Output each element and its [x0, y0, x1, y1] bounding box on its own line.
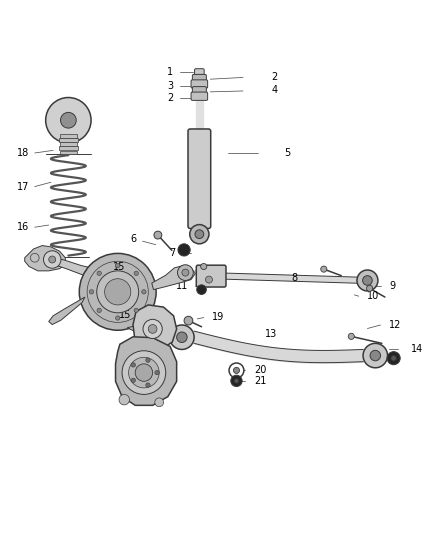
Circle shape — [195, 230, 204, 239]
FancyBboxPatch shape — [191, 92, 208, 100]
Circle shape — [97, 308, 101, 312]
Circle shape — [231, 375, 242, 386]
Circle shape — [142, 289, 146, 294]
Circle shape — [234, 379, 239, 383]
FancyBboxPatch shape — [59, 147, 78, 150]
Text: 6: 6 — [130, 235, 136, 245]
Text: 12: 12 — [389, 320, 402, 330]
Circle shape — [129, 357, 159, 388]
FancyBboxPatch shape — [192, 87, 206, 94]
Text: 17: 17 — [17, 182, 29, 191]
Text: 8: 8 — [182, 265, 188, 275]
Circle shape — [148, 325, 157, 333]
Circle shape — [49, 256, 56, 263]
Circle shape — [184, 316, 193, 325]
Polygon shape — [49, 297, 85, 325]
Circle shape — [182, 269, 189, 276]
Circle shape — [143, 319, 162, 338]
Circle shape — [229, 363, 244, 378]
Polygon shape — [53, 258, 121, 282]
FancyBboxPatch shape — [60, 150, 77, 154]
Circle shape — [370, 350, 381, 361]
Polygon shape — [224, 273, 367, 284]
Text: 7: 7 — [169, 248, 175, 259]
FancyBboxPatch shape — [59, 138, 78, 142]
Polygon shape — [116, 337, 177, 405]
Circle shape — [131, 378, 135, 383]
Text: 4: 4 — [272, 85, 278, 95]
Circle shape — [116, 316, 120, 320]
Circle shape — [363, 343, 388, 368]
FancyBboxPatch shape — [60, 142, 77, 146]
Circle shape — [205, 276, 212, 283]
Circle shape — [201, 263, 207, 270]
FancyBboxPatch shape — [60, 134, 77, 138]
Text: 2: 2 — [272, 71, 278, 82]
Circle shape — [197, 285, 206, 294]
Circle shape — [178, 244, 190, 256]
Text: 15: 15 — [119, 310, 132, 320]
Circle shape — [105, 279, 131, 305]
Circle shape — [116, 263, 120, 268]
Polygon shape — [25, 246, 65, 271]
Text: 19: 19 — [212, 312, 225, 322]
Circle shape — [190, 224, 209, 244]
Circle shape — [233, 367, 240, 374]
Circle shape — [97, 271, 101, 276]
Circle shape — [170, 325, 194, 350]
Text: 9: 9 — [389, 281, 396, 290]
Circle shape — [363, 276, 372, 285]
Text: 10: 10 — [367, 291, 380, 301]
Circle shape — [387, 352, 400, 365]
Circle shape — [146, 383, 150, 387]
Circle shape — [43, 251, 61, 268]
Text: 2: 2 — [167, 93, 173, 102]
Circle shape — [154, 231, 162, 239]
FancyBboxPatch shape — [196, 265, 226, 287]
Circle shape — [46, 98, 91, 143]
Circle shape — [321, 266, 327, 272]
Circle shape — [348, 333, 354, 340]
Text: 21: 21 — [254, 376, 266, 386]
Polygon shape — [152, 265, 195, 289]
Circle shape — [391, 356, 396, 361]
FancyBboxPatch shape — [191, 80, 208, 88]
Text: 1: 1 — [167, 67, 173, 77]
Circle shape — [146, 358, 150, 362]
Text: 11: 11 — [176, 281, 188, 291]
Text: 3: 3 — [167, 81, 173, 91]
Circle shape — [367, 285, 373, 292]
Circle shape — [134, 271, 138, 276]
Circle shape — [177, 265, 193, 280]
Text: 13: 13 — [265, 329, 278, 339]
Polygon shape — [133, 305, 177, 350]
Text: 14: 14 — [411, 344, 424, 354]
Circle shape — [79, 253, 156, 330]
Circle shape — [155, 398, 163, 407]
Circle shape — [177, 332, 187, 343]
FancyBboxPatch shape — [194, 69, 204, 75]
Text: 15: 15 — [113, 262, 125, 271]
Circle shape — [119, 394, 130, 405]
Text: 8: 8 — [291, 273, 297, 283]
Text: 16: 16 — [17, 222, 29, 232]
Circle shape — [155, 370, 159, 375]
Circle shape — [131, 363, 135, 367]
Circle shape — [97, 271, 139, 313]
Circle shape — [89, 289, 94, 294]
FancyBboxPatch shape — [192, 75, 206, 82]
Circle shape — [135, 364, 152, 381]
Circle shape — [122, 351, 166, 394]
Text: 20: 20 — [254, 366, 266, 375]
Polygon shape — [127, 326, 156, 340]
Circle shape — [60, 112, 76, 128]
FancyBboxPatch shape — [188, 129, 211, 229]
Text: 5: 5 — [285, 148, 291, 158]
Text: 18: 18 — [17, 148, 29, 158]
Circle shape — [30, 253, 39, 262]
Circle shape — [357, 270, 378, 291]
Circle shape — [134, 308, 138, 312]
